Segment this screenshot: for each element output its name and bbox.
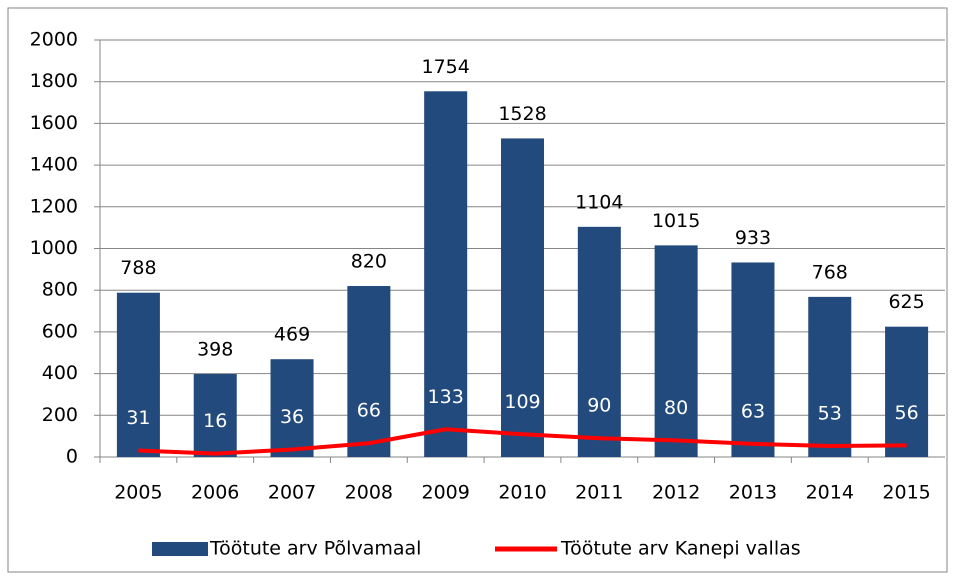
legend-swatch: [152, 542, 208, 556]
legend-label: Töötute arv Põlvamaal: [209, 538, 421, 560]
bar: [577, 226, 621, 457]
line-series: [138, 427, 907, 456]
y-tick-label: 600: [42, 320, 78, 342]
bar-value-label: 1754: [422, 56, 470, 78]
bar-value-label: 625: [888, 291, 924, 313]
y-tick-label: 400: [42, 362, 78, 384]
bar: [731, 262, 775, 457]
y-tick-label: 1400: [30, 154, 78, 176]
bar: [270, 359, 314, 457]
y-tick-label: 1200: [30, 195, 78, 217]
bar: [654, 245, 698, 457]
line-value-label: 66: [357, 400, 381, 422]
line-value-label: 63: [741, 400, 765, 422]
bar: [808, 296, 852, 457]
x-tick-label: 2011: [575, 482, 623, 504]
y-tick-label: 1000: [30, 237, 78, 259]
bar: [116, 292, 160, 457]
x-tick-label: 2012: [652, 482, 700, 504]
line-value-label: 80: [664, 397, 688, 419]
line-value-label: 16: [203, 410, 227, 432]
y-tick-label: 200: [42, 404, 78, 426]
legend-label: Töötute arv Kanepi vallas: [560, 538, 801, 560]
x-tick-label: 2013: [729, 482, 777, 504]
bar: [193, 374, 237, 457]
y-tick-label: 1600: [30, 112, 78, 134]
y-tick-label: 1800: [30, 70, 78, 92]
x-tick-label: 2006: [191, 482, 239, 504]
x-tick-label: 2014: [806, 482, 854, 504]
bar-value-label: 1104: [575, 191, 623, 213]
x-tick-label: 2005: [114, 482, 162, 504]
line-value-label: 31: [126, 407, 150, 429]
bar: [500, 138, 545, 458]
x-tick-label: 2009: [422, 482, 470, 504]
bar-value-label: 820: [351, 251, 387, 273]
y-tick-label: 0: [66, 446, 78, 468]
bar-value-label: 933: [735, 227, 771, 249]
bar-value-label: 788: [120, 257, 156, 279]
bar-value-label: 1015: [652, 210, 700, 232]
line-value-label: 133: [428, 386, 464, 408]
bar: [347, 286, 391, 457]
x-tick-label: 2010: [498, 482, 546, 504]
line-value-label: 90: [587, 395, 611, 417]
line-value-label: 53: [818, 402, 842, 424]
bar: [424, 91, 468, 457]
bar-value-label: 398: [197, 339, 233, 361]
line-value-label: 109: [504, 391, 540, 413]
line-value-label: 36: [280, 406, 304, 428]
bar-value-label: 469: [274, 324, 310, 346]
x-tick-label: 2015: [882, 482, 930, 504]
x-tick-label: 2007: [268, 482, 316, 504]
y-tick-label: 2000: [30, 29, 78, 51]
bar: [885, 326, 929, 457]
bar-value-label: 768: [812, 261, 848, 283]
x-tick-label: 2008: [345, 482, 393, 504]
line-value-label: 56: [894, 402, 918, 424]
y-tick-label: 800: [42, 279, 78, 301]
bar-value-label: 1528: [498, 103, 546, 125]
